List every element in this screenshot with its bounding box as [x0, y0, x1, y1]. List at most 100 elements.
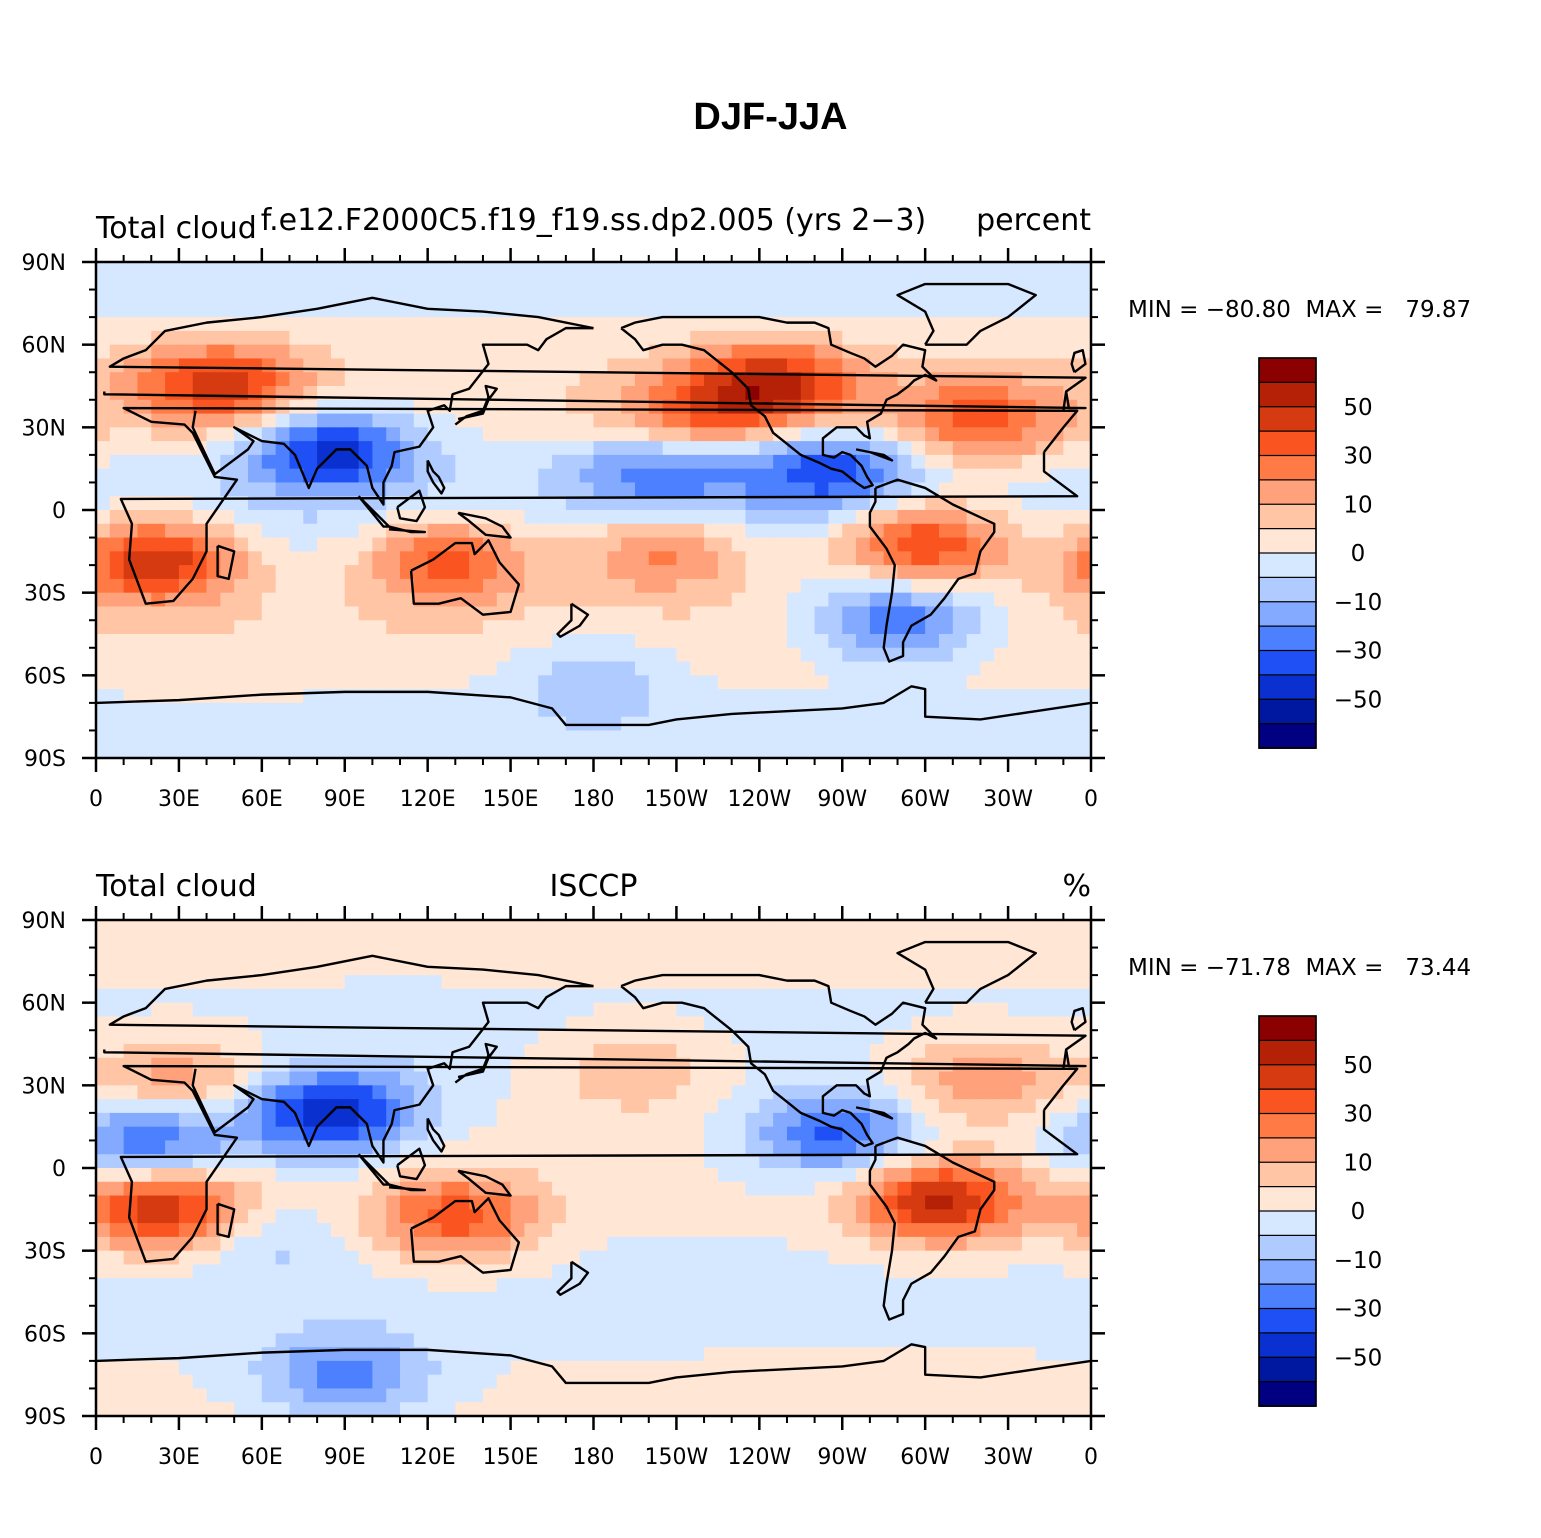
coastline [108, 954, 1087, 1069]
lon-label: 30E [158, 787, 200, 812]
colorbar-swatch [1258, 1307, 1317, 1334]
coastline [409, 1197, 521, 1274]
coastline [103, 391, 1087, 410]
colorbar-label: −30 [1334, 639, 1383, 665]
colorbar-swatch [1258, 1356, 1317, 1383]
coastline [108, 296, 1087, 411]
lon-label: 90W [817, 787, 867, 812]
coastline [216, 1202, 236, 1239]
coastline [457, 511, 512, 539]
lat-label: 60N [22, 334, 66, 359]
colorbar-swatch [1258, 601, 1317, 628]
colorbar-label: 50 [1343, 1053, 1372, 1079]
colorbar-swatch [1258, 454, 1317, 481]
colorbar-swatch [1258, 1161, 1317, 1188]
colorbar [1258, 357, 1317, 749]
colorbar-swatch [1258, 576, 1317, 603]
lon-label: 60E [241, 1445, 283, 1470]
coastline [855, 1106, 894, 1120]
colorbar-swatch [1258, 625, 1317, 652]
colorbar-swatch [1258, 674, 1317, 701]
lat-label: 90S [24, 747, 66, 772]
coastline [620, 315, 938, 490]
colorbar-swatch [1258, 698, 1317, 725]
coastline [96, 1343, 1091, 1385]
colorbar-label: 0 [1351, 1199, 1366, 1225]
colorbar-label: 10 [1343, 492, 1372, 518]
colorbar-label: 0 [1351, 541, 1366, 567]
lon-label: 30W [983, 1445, 1033, 1470]
coastline [1070, 1006, 1087, 1032]
lon-label: 180 [573, 787, 615, 812]
coastline [426, 1117, 446, 1153]
panel-model: 90N 60N 30N 0 30S 60S 90S 0 30E 60E 90E 120E 150E 180… [22, 203, 1472, 812]
coastline [388, 1183, 427, 1192]
colorbar [1258, 1015, 1317, 1407]
colorbar-swatch [1258, 1039, 1317, 1066]
lon-label: 60W [900, 1445, 950, 1470]
coastline [409, 539, 521, 616]
colorbar-label: −50 [1334, 1345, 1383, 1371]
lon-label: 150E [483, 787, 539, 812]
cloud-field [96, 920, 1091, 1416]
colorbar-swatch [1258, 357, 1317, 384]
coastline [457, 1169, 512, 1197]
lat-label: 0 [52, 1157, 66, 1182]
coastline [454, 384, 498, 426]
colorbar-swatch [1258, 1064, 1317, 1091]
coastline [96, 685, 1091, 727]
colorbar-swatch [1258, 1283, 1317, 1310]
lon-label: 90W [817, 1445, 867, 1470]
colorbar-label: 50 [1343, 395, 1372, 421]
lon-label: 150E [483, 1445, 539, 1470]
panel-left-label: Total cloud [95, 211, 257, 246]
panel-right-label: percent [976, 203, 1091, 238]
coastline [896, 282, 1037, 346]
colorbar-label: −10 [1334, 590, 1383, 616]
lon-label: 60E [241, 787, 283, 812]
lat-label: 90N [22, 909, 66, 934]
colorbar-swatch [1258, 1332, 1317, 1359]
colorbar-swatch [1258, 430, 1317, 457]
lon-label: 0 [1084, 1445, 1098, 1470]
cloud-field [96, 262, 1091, 758]
colorbar-swatch [1258, 1259, 1317, 1286]
lon-label: 120W [727, 1445, 791, 1470]
colorbar-swatch [1258, 1210, 1317, 1237]
coastline [1070, 348, 1087, 374]
lon-label: 0 [89, 787, 103, 812]
coastlines [96, 282, 1091, 727]
min-max-stats: MIN = −80.80 MAX = 79.87 [1128, 297, 1471, 323]
lat-label: 60S [24, 664, 66, 689]
lon-label: 120E [400, 1445, 456, 1470]
coastline [556, 1260, 590, 1296]
lat-label: 30S [24, 1240, 66, 1265]
colorbar-label: 10 [1343, 1150, 1372, 1176]
coastline [119, 406, 1079, 605]
panel-center-label: f.e12.F2000C5.f19_f19.ss.dp2.005 (yrs 2−… [261, 203, 927, 238]
coastline [103, 1049, 1087, 1068]
colorbar-swatch [1258, 1186, 1317, 1212]
coastline [454, 1042, 498, 1084]
coastline [396, 489, 427, 523]
panel-left-label: Total cloud [95, 869, 257, 904]
coastline [620, 973, 938, 1148]
lon-label: 120W [727, 787, 791, 812]
panel-isccp: 90N 60N 30N 0 30S 60S 90S 0 30E 60E 90E 120E 150E 180… [22, 869, 1472, 1470]
lon-label: 30W [983, 787, 1033, 812]
colorbar-swatch [1258, 406, 1317, 433]
coastline [868, 1136, 996, 1321]
colorbar-swatch [1258, 1015, 1317, 1042]
coastline [426, 459, 446, 495]
colorbar-swatch [1258, 723, 1317, 749]
lat-label: 90S [24, 1405, 66, 1430]
lon-label: 90E [324, 787, 366, 812]
lat-label: 90N [22, 251, 66, 276]
coastline [855, 448, 894, 462]
colorbar-swatch [1258, 528, 1317, 554]
colorbar-swatch [1258, 649, 1317, 676]
coastline [388, 525, 427, 534]
coastline [119, 1064, 1079, 1263]
coastline [556, 602, 590, 638]
colorbar-label: 30 [1343, 444, 1372, 470]
